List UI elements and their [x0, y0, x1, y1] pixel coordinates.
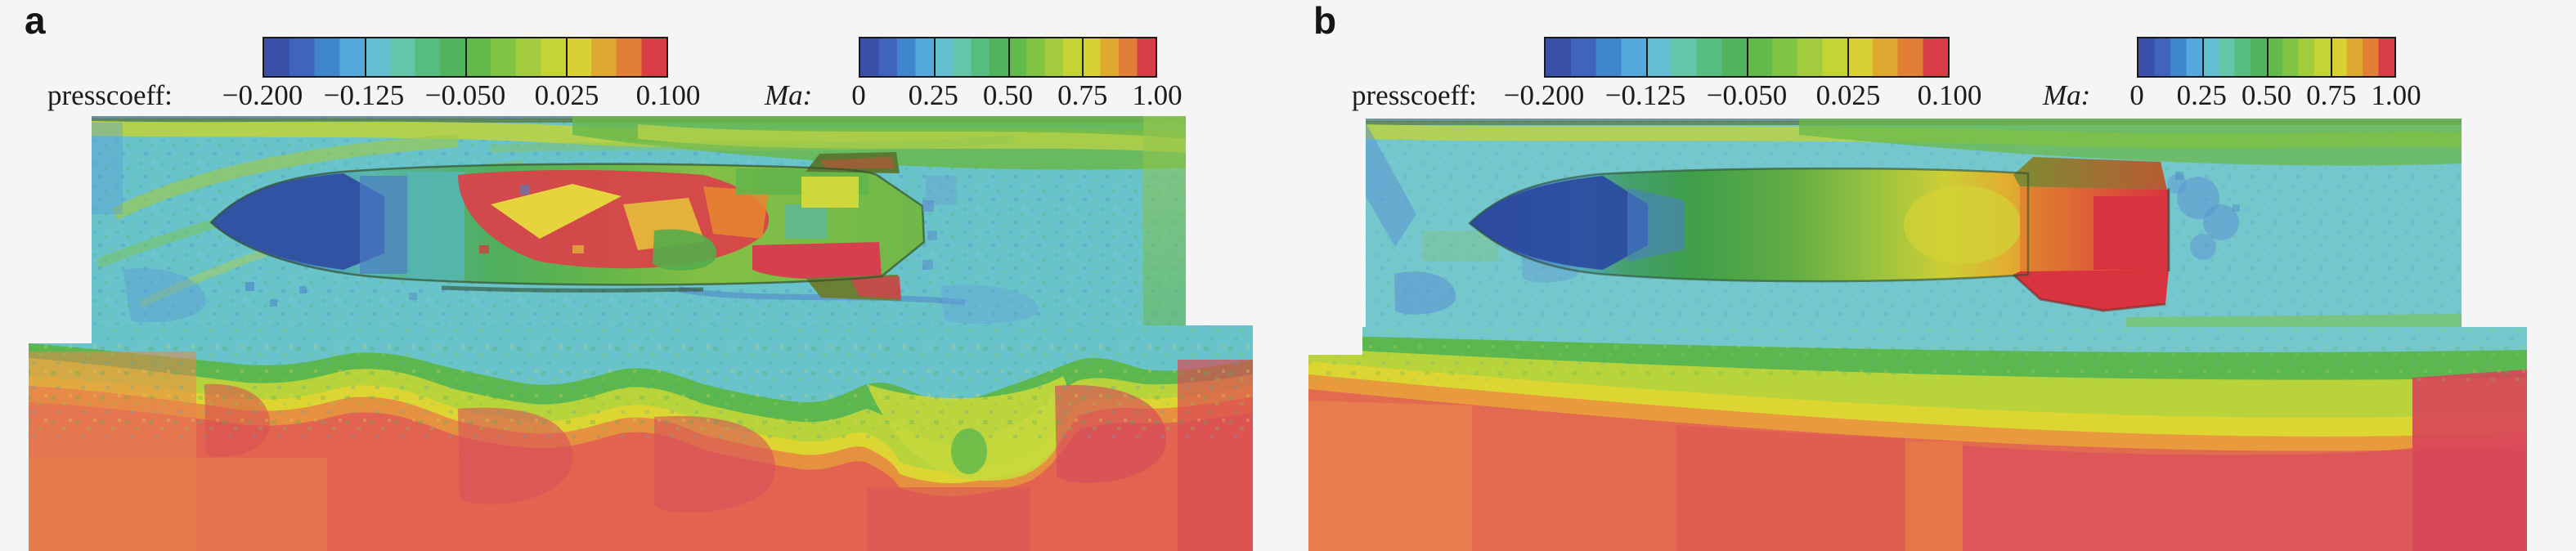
panel-a-strip [92, 116, 1186, 327]
tick-label: 1.00 [1132, 79, 1183, 111]
projectile-a [209, 152, 937, 301]
wake-blue-puff-b [2167, 172, 2240, 260]
panel-b-label: b [1313, 0, 1337, 42]
colorbar-tick [1747, 38, 1748, 76]
blue-edge-streak [1366, 123, 1416, 247]
rear-red-patch [752, 242, 882, 280]
colorbar-tick [2202, 38, 2205, 76]
crimson-patch [1963, 446, 2412, 551]
colorbar-tick [2330, 38, 2332, 76]
colorbar-tick [365, 38, 366, 76]
tick-label: 0.25 [2176, 79, 2227, 111]
top-band-green [1799, 119, 2462, 166]
top-fin-b [2013, 157, 2167, 190]
tick-label: −0.050 [1706, 79, 1788, 111]
nose-cone-blue [1470, 176, 1648, 270]
yellow-streak [491, 184, 622, 239]
colorbar-presscoeff-a [263, 37, 668, 78]
blue-patch [123, 268, 206, 323]
tick-label: 0.100 [1917, 79, 1982, 111]
presscoeff-prefix-a: presscoeff: [47, 79, 173, 111]
colorbar-presscoeff-b [1544, 37, 1950, 78]
ma-prefix-a: Ma: [765, 79, 813, 111]
blue-wake-streak [678, 286, 966, 306]
blue-edge-streak [92, 123, 123, 214]
colorbar-tick [1008, 38, 1010, 76]
tick-label: −0.125 [323, 79, 405, 111]
tick-label: −0.050 [424, 79, 506, 111]
tick-label: 0.50 [982, 79, 1034, 111]
tick-label: 0 [851, 79, 866, 111]
tick-label: −0.200 [1503, 79, 1585, 111]
right-edge-column [1143, 116, 1186, 327]
blue-patch [1394, 271, 1456, 315]
panel-b-strip [1366, 119, 2462, 327]
crimson-patch [654, 415, 776, 513]
colorbar-ma-a [859, 37, 1157, 78]
colorbar-tick [1847, 38, 1849, 76]
projectile-b [1468, 157, 2170, 312]
crimson-right-column [2412, 370, 2527, 551]
presscoeff-prefix-b: presscoeff: [1352, 79, 1477, 111]
colorbar-tick [1646, 38, 1648, 76]
colorbar-tick [2266, 38, 2269, 76]
colorbar-tick [566, 38, 568, 76]
tick-label: 0.025 [534, 79, 599, 111]
colorbar-tick [934, 38, 936, 76]
panel-a-bottom-field [29, 325, 1253, 551]
ma-prefix-b: Ma: [2043, 79, 2091, 111]
tick-label: −0.125 [1604, 79, 1686, 111]
projectile-b-surface-detail [1470, 168, 2028, 282]
tick-label: 0.100 [635, 79, 701, 111]
colorbar-ma-a-labels: 0 0.25 0.50 0.75 1.00 [851, 79, 1182, 112]
tick-label: −0.200 [222, 79, 303, 111]
tick-label: 0 [2129, 79, 2144, 111]
body-shadow-line [441, 285, 704, 293]
tick-label: 0.025 [1815, 79, 1881, 111]
crimson-patch [1676, 425, 1905, 551]
orange-column [1308, 401, 1472, 551]
tick-label: 0.50 [2241, 79, 2292, 111]
colorbar-presscoeff-b-labels: −0.200 −0.125 −0.050 0.025 0.100 [1504, 79, 1982, 112]
panel-b-bottom-field [1308, 327, 2527, 551]
tick-label: 0.25 [908, 79, 958, 111]
colorbar-tick [1081, 38, 1084, 76]
tick-label: 1.00 [2371, 79, 2421, 111]
colorbar-ma-b [2137, 37, 2396, 78]
diagonal-streak [111, 134, 459, 221]
nose-cone-blue [211, 173, 384, 270]
colorbar-presscoeff-a-labels: −0.200 −0.125 −0.050 0.025 0.100 [222, 79, 701, 112]
white-notch [1308, 327, 1362, 355]
tick-label: 0.75 [2306, 79, 2357, 111]
tick-label: 0.75 [1057, 79, 1108, 111]
panel-a-label: a [25, 0, 46, 42]
projectile-a-surface-detail [211, 168, 882, 285]
colorbar-tick [465, 38, 467, 76]
colorbar-ma-b-labels: 0 0.25 0.50 0.75 1.00 [2129, 79, 2421, 112]
white-notch [29, 325, 92, 343]
